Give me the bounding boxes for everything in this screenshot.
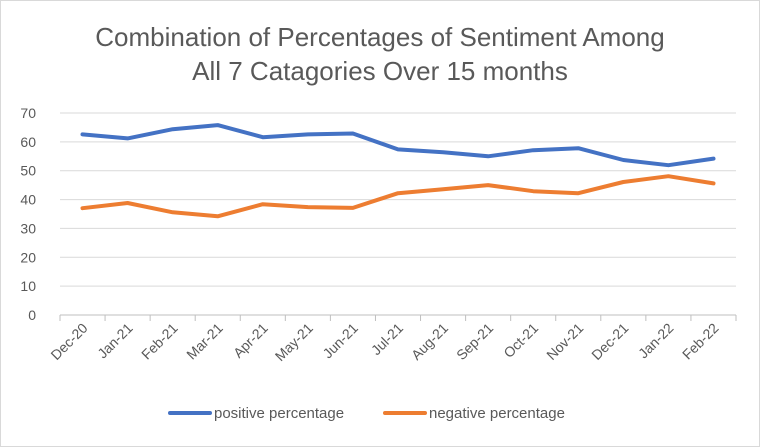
chart-title-line-2: All 7 Catagories Over 15 months	[192, 56, 568, 86]
x-tick-label-Jan-22: Jan-22	[635, 320, 677, 362]
x-tick-label-Apr-21: Apr-21	[230, 320, 271, 361]
x-tick-label-Sep-21: Sep-21	[453, 320, 496, 363]
y-tick-label-0: 0	[28, 307, 36, 323]
x-axis-ticks: Dec-20 Jan-21 Feb-21 Mar-21 Apr-21 May-21 Jun-…	[47, 320, 721, 364]
chart-title: Combination of Percentages of Sentiment …	[0, 20, 760, 88]
x-axis	[59, 314, 737, 321]
gridlines	[60, 112, 736, 287]
y-tick-label-70: 70	[20, 105, 36, 121]
series-line-1	[80, 174, 716, 219]
x-tick-label-Dec-20: Dec-20	[47, 320, 90, 363]
y-axis-ticks: 0 10 20 30 40 50 60 70	[20, 105, 36, 323]
x-tick-label-Feb-22: Feb-22	[679, 320, 722, 363]
x-tick-label-Dec-21: Dec-21	[588, 320, 631, 363]
x-tick-label-Aug-21: Aug-21	[408, 320, 451, 363]
x-tick-label-Jan-21: Jan-21	[94, 320, 136, 362]
y-tick-label-50: 50	[20, 163, 36, 179]
legend: positive percentage negative percentage	[168, 405, 565, 422]
x-tick-label-Oct-21: Oct-21	[500, 320, 541, 361]
x-tick-label-May-21: May-21	[272, 320, 316, 364]
x-tick-label-Feb-21: Feb-21	[138, 320, 181, 363]
legend-label-1: negative percentage	[429, 405, 565, 422]
y-tick-label-40: 40	[20, 192, 36, 208]
chart-title-line-1: Combination of Percentages of Sentiment …	[95, 22, 665, 52]
y-tick-label-10: 10	[20, 278, 36, 294]
y-tick-label-30: 30	[20, 220, 36, 236]
y-tick-label-60: 60	[20, 134, 36, 150]
series-line-0	[80, 123, 716, 168]
x-tick-label-Mar-21: Mar-21	[183, 320, 226, 363]
x-tick-label-Jun-21: Jun-21	[319, 320, 361, 362]
y-tick-label-20: 20	[20, 249, 36, 265]
x-tick-label-Jul-21: Jul-21	[368, 320, 406, 358]
legend-label-0: positive percentage	[214, 405, 344, 422]
series-lines	[80, 123, 716, 219]
x-tick-label-Nov-21: Nov-21	[543, 320, 586, 363]
